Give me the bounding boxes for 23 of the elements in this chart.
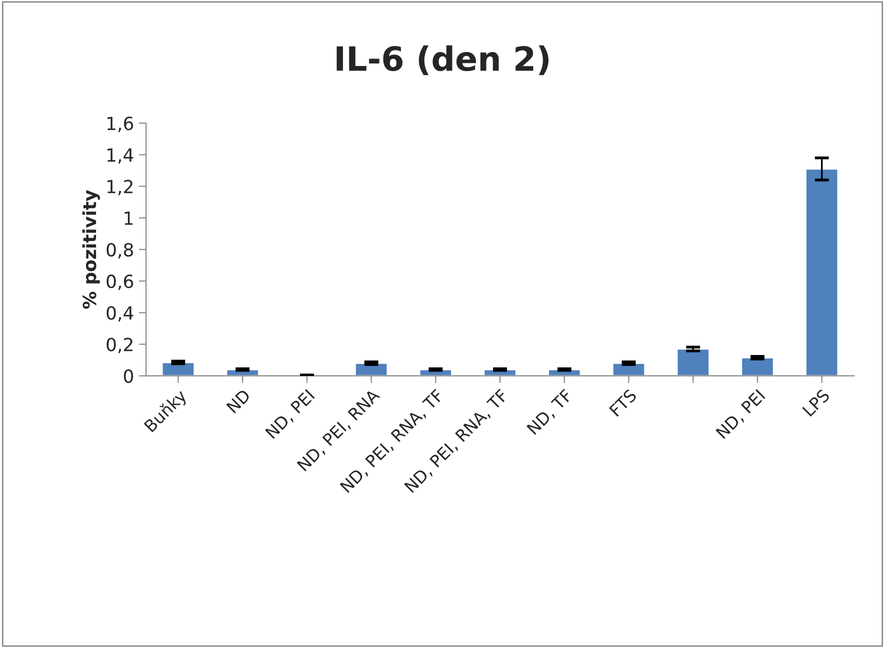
bar [612,362,646,376]
y-axis-title: % pozitivity [82,190,100,309]
y-tick-label: 1 [124,212,133,225]
y-tick-label: 0,6 [106,274,134,290]
x-tick-label: LPS [802,388,830,417]
x-tick-label: ND, TF [526,388,574,436]
y-tick-label: 1,4 [107,148,134,164]
y-tick-label: 0 [124,369,134,383]
bar [161,362,195,376]
y-tick-label: 0,4 [106,306,134,322]
y-tick-label: 0,2 [106,338,132,354]
y-tick-label: 0,8 [106,242,133,258]
y-tick-label: 1,2 [107,180,132,196]
x-tick-label: ND, PEI [265,389,316,440]
bar [740,356,774,376]
bar [805,168,839,376]
bar [676,348,710,376]
x-tick-label: FTS [608,388,638,417]
bar [354,362,388,376]
chart-title: IL-6 (den 2) [336,45,549,76]
x-tick-label: ND [226,388,251,414]
x-tick-label: ND, PEI [716,389,767,440]
y-tick-label: 1,6 [107,116,134,132]
